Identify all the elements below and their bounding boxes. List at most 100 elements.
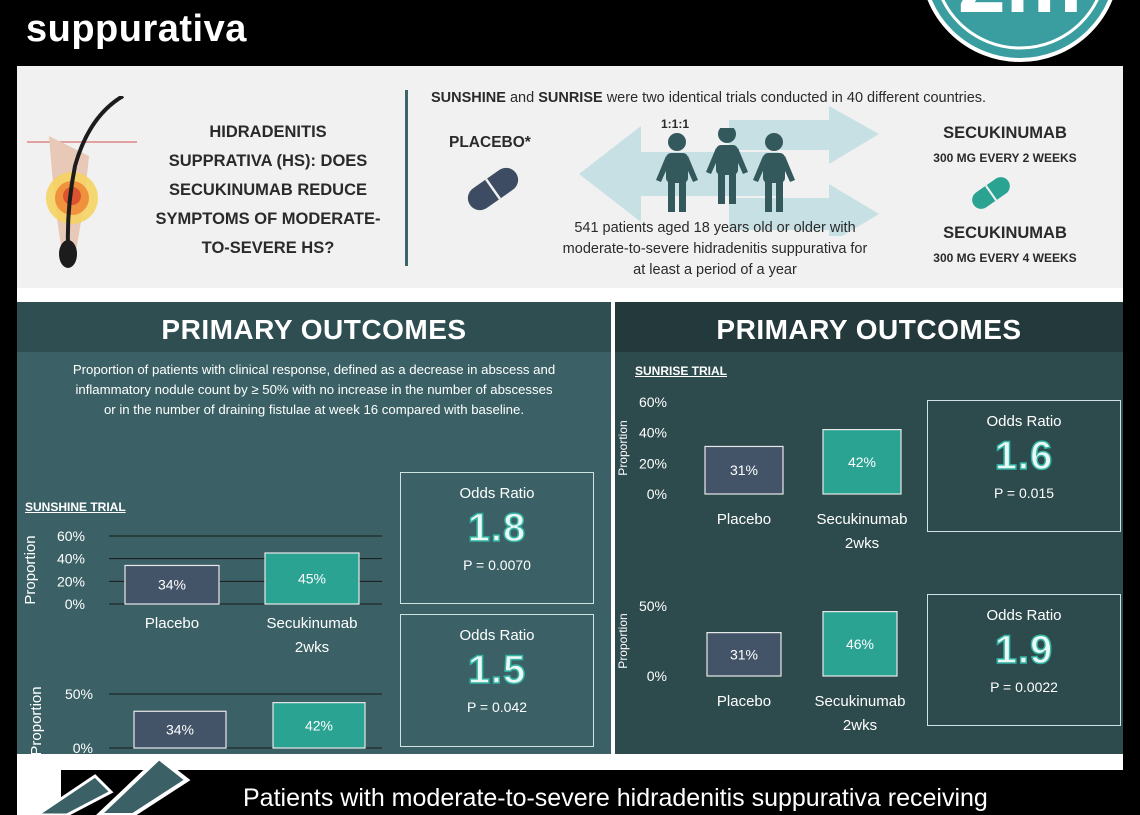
logo-icon: 2m <box>927 0 1113 62</box>
odds-ratio-box-sunrise-1: Odds Ratio 1.6 P = 0.015 <box>927 400 1121 532</box>
trial-name-sunshine: SUNSHINE <box>431 90 506 106</box>
trials-summary: SUNSHINE and SUNRISE were two identical … <box>431 90 1111 106</box>
arm1-dose: 300 MG EVERY 2 WEEKS <box>933 151 1077 165</box>
y-tick-label: 50% <box>65 686 93 702</box>
trial-name-sunrise: SUNRISE <box>538 90 603 106</box>
bar-value-label: 42% <box>305 717 333 733</box>
arm1-title: SECUKINUMAB <box>943 124 1067 142</box>
category-label: Placebo <box>717 693 771 710</box>
bar <box>704 445 784 495</box>
category-label: Placebo <box>717 511 771 528</box>
odds-ratio-label: Odds Ratio <box>459 485 535 502</box>
y-axis-label: Proportion <box>22 535 39 604</box>
secukinumab-pill-icon <box>972 177 1010 209</box>
conclusion-text: Patients with moderate-to-severe hidrade… <box>243 784 988 812</box>
randomization-arrows-icon <box>579 106 879 236</box>
sunshine-2wks-chart: 0% 20% 40% 60% Proportion 34% Placebo 45% Secuki… <box>22 528 382 656</box>
p-value: P = 0.015 <box>993 485 1055 501</box>
patients-line: 541 patients aged 18 years old or older … <box>574 220 856 236</box>
patients-description: 541 patients aged 18 years old or older … <box>525 218 905 281</box>
y-tick-label: 20% <box>57 573 85 589</box>
bar <box>124 564 220 605</box>
p-value: P = 0.042 <box>466 699 528 715</box>
sunrise-chart-2: 0% 50% Proportion 31% Placebo 46% Secukinumab 2… <box>616 598 906 734</box>
bar <box>272 702 366 749</box>
odds-ratio-value: 1.9 <box>994 627 1054 673</box>
category-label: 2wks <box>295 639 329 656</box>
sunshine-trial-label: SUNSHINE TRIAL <box>25 500 126 514</box>
odds-ratio-value: 1.6 <box>994 433 1054 479</box>
y-axis-label: Proportion <box>616 613 630 668</box>
category-label: Placebo <box>145 615 199 632</box>
y-tick-label: 0% <box>647 486 667 502</box>
outcome-definition: Proportion of patients with clinical res… <box>21 360 607 420</box>
bar-value-label: 31% <box>730 462 758 478</box>
y-tick-label: 0% <box>647 668 667 684</box>
odds-ratio-box-sunshine-2wks: Odds Ratio 1.8 P = 0.0070 <box>400 472 594 604</box>
trials-description: were two identical trials conducted in 4… <box>606 90 987 106</box>
bar-value-label: 46% <box>846 636 874 652</box>
sunrise-trial-label: SUNRISE TRIAL <box>635 364 728 378</box>
conclusion-band: Patients with moderate-to-severe hidrade… <box>17 754 1123 815</box>
question-line: SECUKINUMAB REDUCE <box>168 181 367 199</box>
odds-ratio-value: 1.8 <box>467 505 527 551</box>
y-axis-label: Proportion <box>616 420 630 475</box>
y-tick-label: 40% <box>639 425 667 441</box>
y-tick-label: 20% <box>639 455 667 471</box>
logo-text: 2m <box>958 0 1082 31</box>
bar-value-label: 34% <box>158 577 186 593</box>
definition-line: Proportion of patients with clinical res… <box>72 362 556 377</box>
study-design-panel: HIDRADENITIS SUPPRATIVA (HS): DOES SECUK… <box>17 66 1123 288</box>
p-value: P = 0.0070 <box>463 557 531 573</box>
patients-line: moderate-to-severe hidradenitis suppurat… <box>562 241 868 257</box>
hair-follicle-icon <box>27 96 137 268</box>
bar <box>133 710 227 749</box>
question-line: HIDRADENITIS <box>209 123 327 141</box>
odds-ratio-label: Odds Ratio <box>986 607 1062 624</box>
arm2-title: SECUKINUMAB <box>943 224 1067 242</box>
y-tick-label: 0% <box>73 740 93 756</box>
y-tick-label: 0% <box>65 596 85 612</box>
odds-ratio-label: Odds Ratio <box>986 413 1062 430</box>
infographic-frame: HIDRADENITIS SUPPRATIVA (HS): DOES SECUK… <box>17 66 1123 815</box>
bar <box>706 631 782 677</box>
sunrise-outcomes-panel: PRIMARY OUTCOMES SUNRISE TRIAL 0% 20% 40% 6… <box>615 302 1123 754</box>
question-line: SYMPTOMS OF MODERATE- <box>155 210 381 228</box>
bar <box>822 611 898 677</box>
placebo-arm-label: PLACEBO* <box>449 134 531 151</box>
bar-value-label: 34% <box>166 722 194 738</box>
y-axis-label: Proportion <box>28 686 45 755</box>
conclusion-bar: Patients with moderate-to-severe hidrade… <box>61 770 1123 815</box>
category-label: Secukinumab <box>817 511 908 528</box>
odds-ratio-box-sunshine-4wks: Odds Ratio 1.5 P = 0.042 <box>400 614 594 747</box>
bar-value-label: 45% <box>298 571 326 587</box>
category-label: Secukinumab <box>815 693 906 710</box>
bar-value-label: 42% <box>848 454 876 470</box>
definition-line: inflammatory nodule count by ≥ 50% with … <box>75 382 553 397</box>
bar <box>822 428 902 495</box>
arm2-dose: 300 MG EVERY 4 WEEKS <box>933 251 1077 265</box>
p-value: P = 0.0022 <box>990 679 1058 695</box>
category-label: 2wks <box>845 535 879 552</box>
odds-ratio-box-sunrise-2: Odds Ratio 1.9 P = 0.0022 <box>927 594 1121 726</box>
y-tick-label: 60% <box>57 528 85 544</box>
randomization-ratio: 1:1:1 <box>661 117 690 131</box>
patients-group-icon <box>656 128 795 212</box>
patients-line: at least a period of a year <box>633 262 797 278</box>
vertical-divider <box>405 90 408 266</box>
odds-ratio-label: Odds Ratio <box>459 627 535 644</box>
y-tick-label: 40% <box>57 551 85 567</box>
odds-ratio-value: 1.5 <box>467 647 527 693</box>
category-label: 2wks <box>843 717 877 734</box>
y-tick-label: 50% <box>639 598 667 614</box>
left-panel-header: PRIMARY OUTCOMES <box>17 302 611 352</box>
pen-icon <box>37 755 191 815</box>
placebo-pill-icon <box>467 167 519 211</box>
y-tick-label: 60% <box>639 394 667 410</box>
bar <box>264 552 360 605</box>
trials-and: and <box>509 90 535 106</box>
question-line: SUPPRATIVA (HS): DOES <box>168 152 368 170</box>
sunshine-outcomes-panel: PRIMARY OUTCOMES Proportion of patients … <box>17 302 611 804</box>
header-bar: suppurativa 2m <box>0 0 1140 66</box>
bar-value-label: 31% <box>730 646 758 662</box>
